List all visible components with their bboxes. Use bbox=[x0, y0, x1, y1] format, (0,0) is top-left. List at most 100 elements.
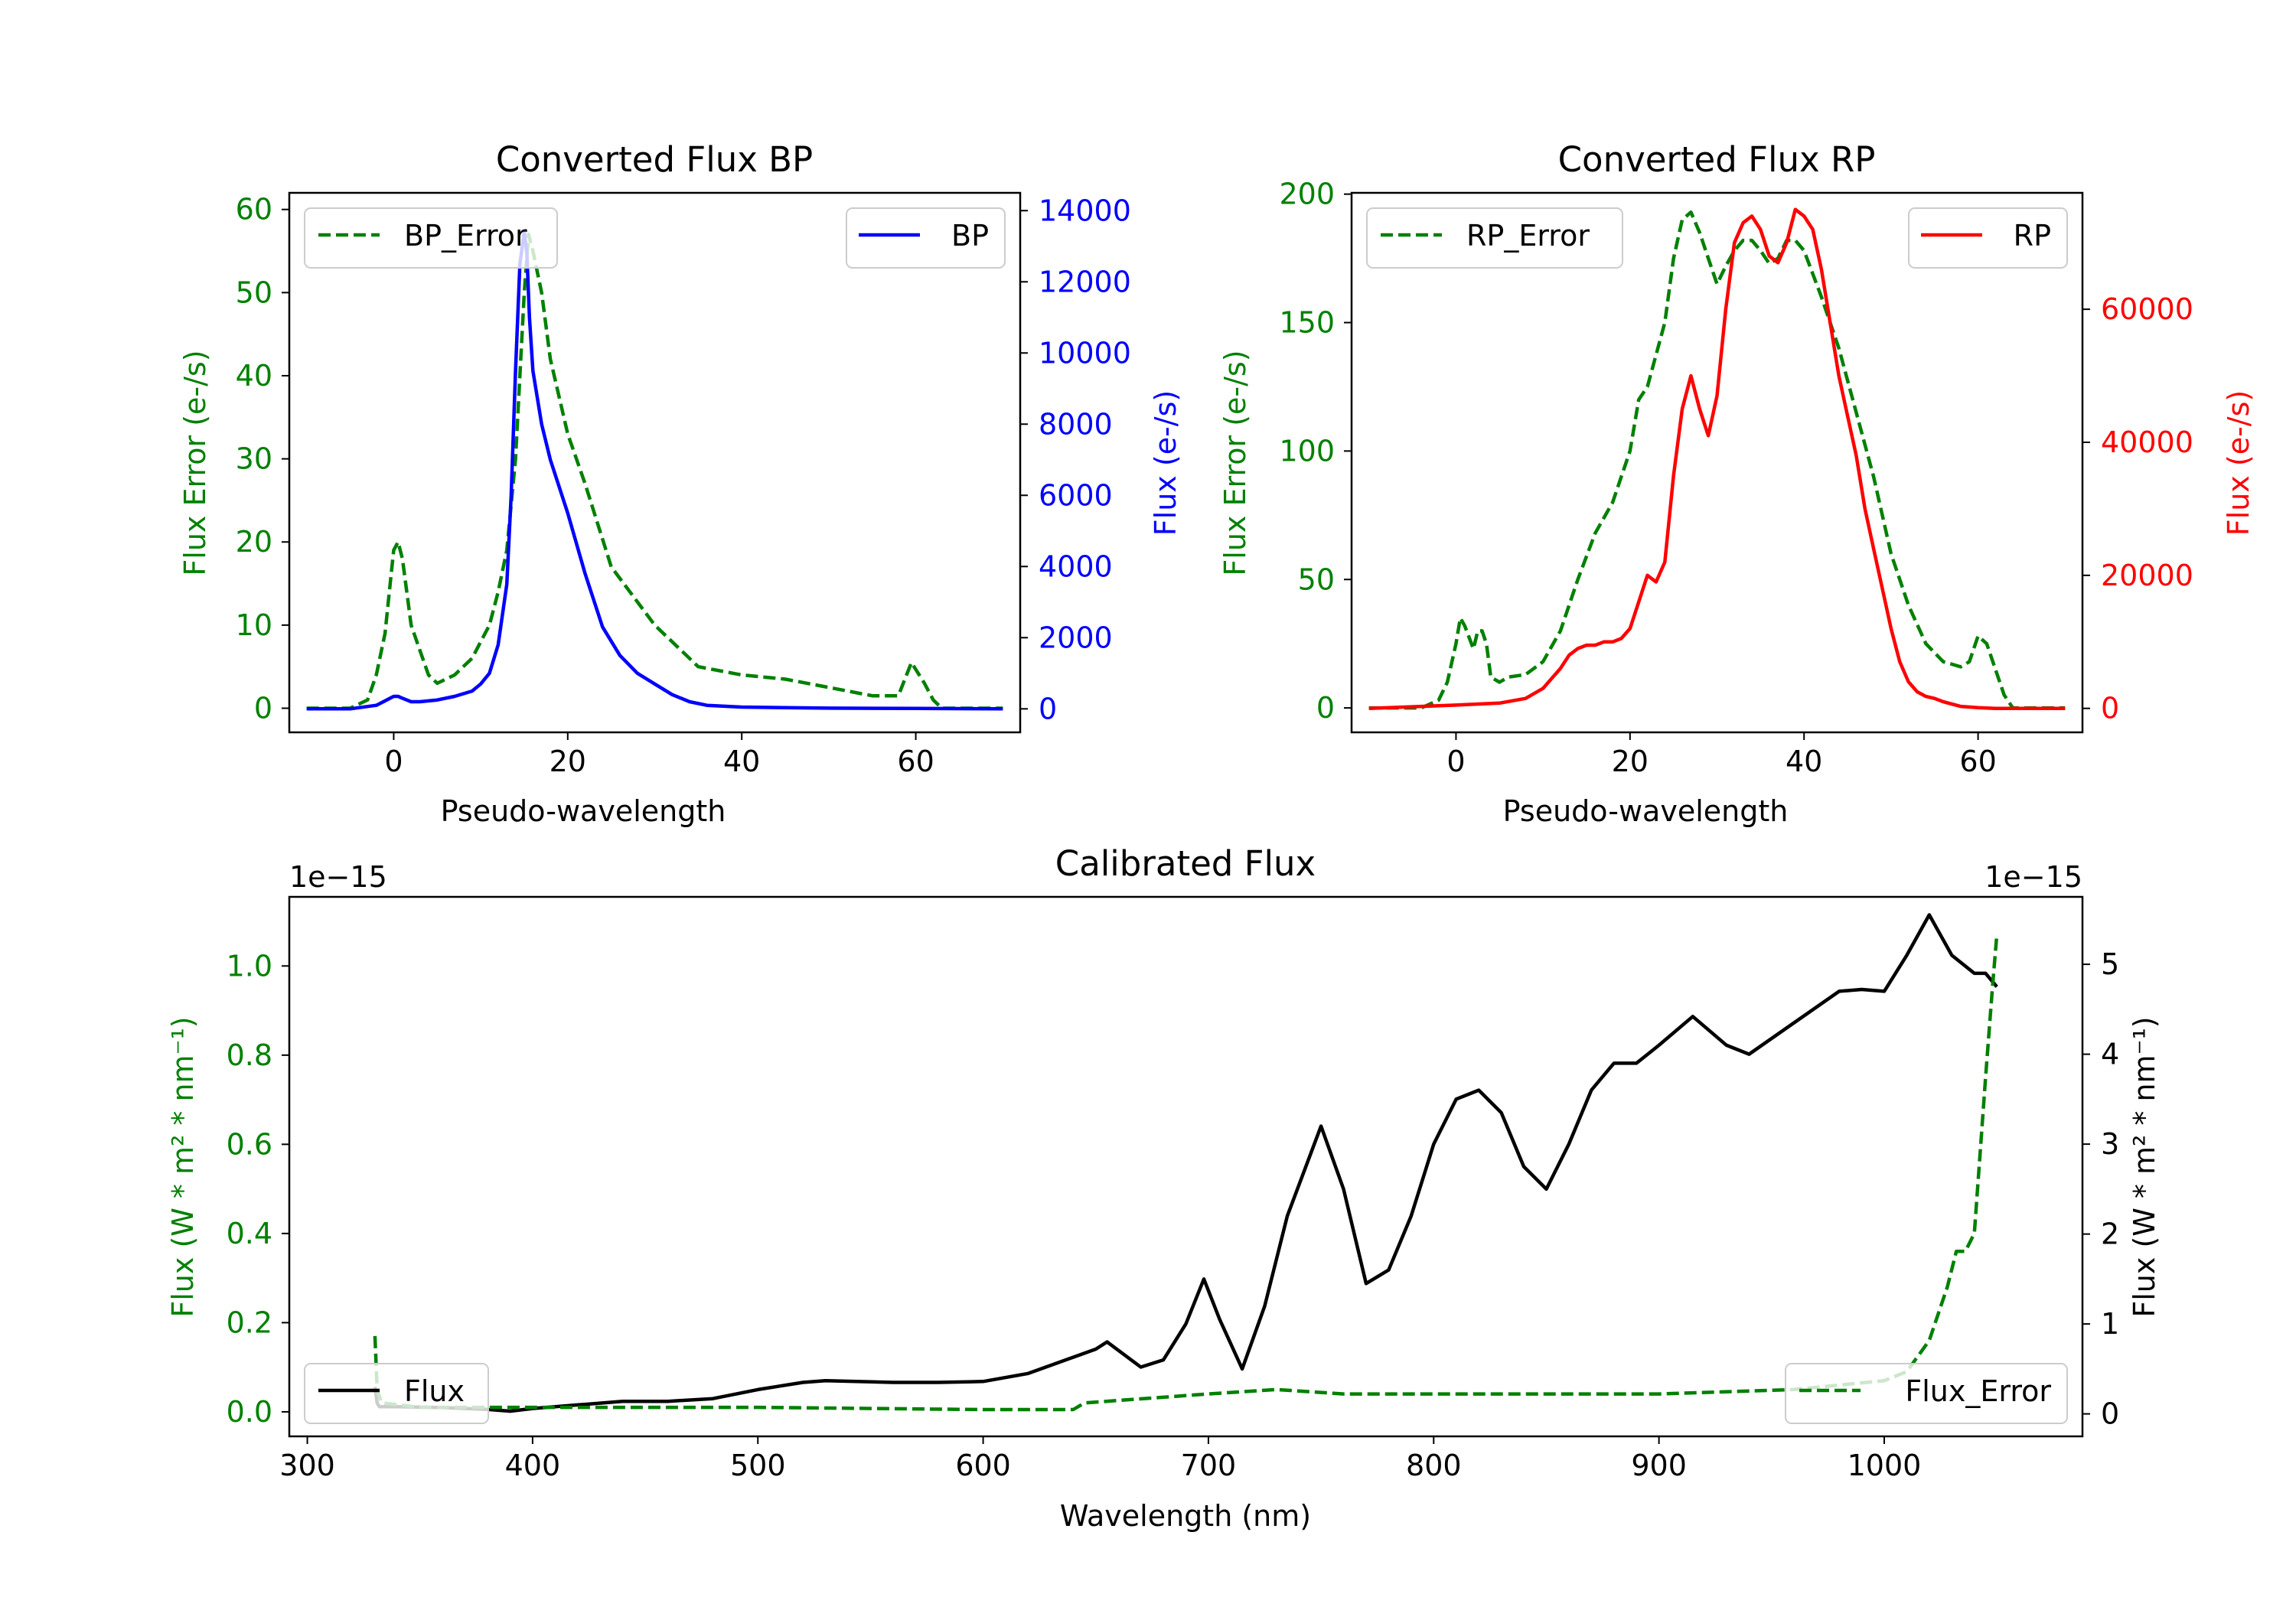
cal-right-tick-label: 3 bbox=[2101, 1127, 2119, 1161]
rp-legend-flux-label: RP bbox=[2014, 219, 2051, 253]
cal-x-tick-label: 300 bbox=[279, 1449, 335, 1482]
bp-right-axis-label: Flux (e-/s) bbox=[1149, 390, 1182, 536]
cal-right-tick-label: 0 bbox=[2101, 1397, 2119, 1431]
cal-legend-error-box bbox=[1785, 1363, 2068, 1424]
bp-right-tick-label: 4000 bbox=[1039, 549, 1113, 583]
rp-left-tick-label: 0 bbox=[1316, 691, 1335, 725]
rp-right-tick-label: 40000 bbox=[2101, 425, 2193, 459]
cal-left-tick-label: 1.0 bbox=[227, 949, 272, 983]
bp-legend-error-label: BP_Error bbox=[404, 219, 527, 253]
cal-legend-flux-box bbox=[304, 1363, 489, 1424]
cal-x-tick-label: 900 bbox=[1631, 1449, 1687, 1482]
bp-x-axis-label: Pseudo-wavelength bbox=[441, 794, 726, 828]
cal-right-tick-label: 5 bbox=[2101, 947, 2119, 981]
cal-x-axis-label: Wavelength (nm) bbox=[1060, 1499, 1311, 1533]
rp-x-tick-label: 60 bbox=[1959, 745, 1996, 778]
bp-x-tick-label: 60 bbox=[897, 745, 934, 778]
rp-series-layer bbox=[1368, 207, 2066, 710]
bp-right-tick-label: 14000 bbox=[1039, 194, 1131, 227]
bp-legend-flux-box bbox=[846, 207, 1006, 269]
cal-left-tick-label: 0.8 bbox=[227, 1038, 272, 1072]
bp-right-tick-label: 6000 bbox=[1039, 478, 1113, 512]
cal-plot-frame bbox=[288, 895, 2084, 1438]
cal-x-tick-label: 400 bbox=[505, 1449, 561, 1482]
bp-right-tick-label: 10000 bbox=[1039, 336, 1131, 370]
cal-left-offset-label: 1e−15 bbox=[289, 860, 387, 894]
bp-x-tick-label: 20 bbox=[550, 745, 586, 778]
rp-title: Converted Flux RP bbox=[1558, 139, 1876, 180]
cal-left-axis-label: Flux (W * m² * nm⁻¹) bbox=[166, 1016, 200, 1317]
cal-ticks-layer: 300 400 500 600 700 800 900 1000 0.0 0.2 0.4 0.6 0.8… bbox=[227, 947, 2120, 1482]
rp-left-tick-label: 200 bbox=[1279, 178, 1335, 211]
bp-left-tick-label: 40 bbox=[236, 359, 272, 393]
cal-right-tick-label: 4 bbox=[2101, 1038, 2119, 1071]
cal-x-tick-label: 600 bbox=[955, 1449, 1011, 1482]
rp-left-tick-label: 50 bbox=[1298, 562, 1335, 596]
cal-left-tick-label: 0.6 bbox=[227, 1127, 272, 1161]
cal-left-tick-label: 0.4 bbox=[227, 1217, 272, 1250]
rp-left-axis-label: Flux Error (e-/s) bbox=[1218, 350, 1252, 575]
cal-right-offset-label: 1e−15 bbox=[1985, 860, 2082, 894]
rp-right-tick-label: 20000 bbox=[2101, 559, 2193, 592]
bp-left-tick-label: 50 bbox=[236, 275, 272, 309]
rp-right-axis-label: Flux (e-/s) bbox=[2222, 390, 2255, 536]
bp-x-tick-label: 0 bbox=[384, 745, 403, 778]
rp-x-tick-label: 0 bbox=[1446, 745, 1465, 778]
cal-legend-error: Flux_Error bbox=[1785, 1363, 2068, 1424]
bp-right-tick-label: 12000 bbox=[1039, 265, 1131, 298]
cal-x-tick-label: 1000 bbox=[1848, 1449, 1922, 1482]
cal-legend-flux: Flux bbox=[304, 1363, 489, 1424]
rp-series-rp bbox=[1368, 207, 2066, 710]
bp-left-axis-label: Flux Error (e-/s) bbox=[178, 350, 212, 575]
rp-legend-flux: RP bbox=[1908, 207, 2068, 269]
rp-legend-error-box bbox=[1366, 207, 1623, 269]
bp-legend-error-box bbox=[304, 207, 558, 269]
rp-ticks-layer: 0 20 40 60 0 50 100 150 200 0 20000 40000 60000 bbox=[1279, 178, 2193, 778]
rp-legend-flux-box bbox=[1908, 207, 2068, 269]
cal-x-tick-label: 700 bbox=[1181, 1449, 1237, 1482]
rp-left-tick-label: 100 bbox=[1279, 434, 1335, 468]
bp-panel: Converted Flux BP 0 20 40 60 0 10 20 30 40 50 60 0 2… bbox=[178, 139, 1182, 828]
cal-series-flux-error bbox=[373, 934, 1999, 1412]
cal-legend-flux-label: Flux bbox=[404, 1374, 465, 1408]
rp-left-tick-label: 150 bbox=[1279, 306, 1335, 340]
rp-x-tick-label: 40 bbox=[1786, 745, 1822, 778]
cal-series-flux bbox=[373, 913, 1998, 1413]
rp-series-rp-error bbox=[1368, 210, 2066, 710]
cal-left-tick-label: 0.2 bbox=[227, 1305, 272, 1339]
rp-x-axis-label: Pseudo-wavelength bbox=[1503, 794, 1789, 828]
rp-right-tick-label: 0 bbox=[2101, 692, 2119, 725]
rp-x-tick-label: 20 bbox=[1612, 745, 1649, 778]
cal-legend-error-label: Flux_Error bbox=[1905, 1374, 2051, 1408]
rp-legend-error: RP_Error bbox=[1366, 207, 1623, 269]
bp-x-tick-label: 40 bbox=[723, 745, 760, 778]
bp-title: Converted Flux BP bbox=[496, 139, 813, 180]
rp-legend-error-label: RP_Error bbox=[1466, 219, 1590, 253]
cal-right-tick-label: 2 bbox=[2101, 1217, 2119, 1251]
bp-legend-flux: BP bbox=[846, 207, 1006, 269]
bp-left-tick-label: 60 bbox=[236, 193, 272, 227]
cal-x-tick-label: 800 bbox=[1406, 1449, 1462, 1482]
bp-right-tick-label: 2000 bbox=[1039, 621, 1113, 654]
rp-right-tick-label: 60000 bbox=[2101, 292, 2193, 326]
bp-left-tick-label: 10 bbox=[236, 608, 272, 642]
bp-right-tick-label: 8000 bbox=[1039, 407, 1113, 441]
cal-right-axis-label: Flux (W * m² * nm⁻¹) bbox=[2128, 1016, 2161, 1317]
cal-series-layer bbox=[373, 913, 1999, 1413]
bp-right-tick-label: 0 bbox=[1039, 692, 1057, 725]
bp-left-tick-label: 20 bbox=[236, 525, 272, 559]
bp-legend-error: BP_Error bbox=[304, 207, 558, 269]
cal-x-tick-label: 500 bbox=[730, 1449, 786, 1482]
calibrated-panel: Calibrated Flux 1e−15 1e−15 300 400 500 600… bbox=[166, 843, 2161, 1533]
cal-left-tick-label: 0.0 bbox=[227, 1395, 272, 1429]
bp-ticks-layer: 0 20 40 60 0 10 20 30 40 50 60 0 2000 4000 6000 8000 100… bbox=[236, 193, 1131, 778]
cal-right-tick-label: 1 bbox=[2101, 1307, 2119, 1341]
bp-left-tick-label: 0 bbox=[254, 691, 272, 725]
rp-panel: Converted Flux RP 0 20 40 60 0 50 100 150 200 0 20… bbox=[1218, 139, 2255, 828]
rp-plot-frame bbox=[1350, 191, 2084, 734]
cal-title: Calibrated Flux bbox=[1055, 843, 1316, 884]
bp-series-bp-error bbox=[306, 233, 1003, 710]
bp-plot-frame bbox=[288, 191, 1022, 734]
bp-legend-flux-label: BP bbox=[951, 219, 989, 253]
